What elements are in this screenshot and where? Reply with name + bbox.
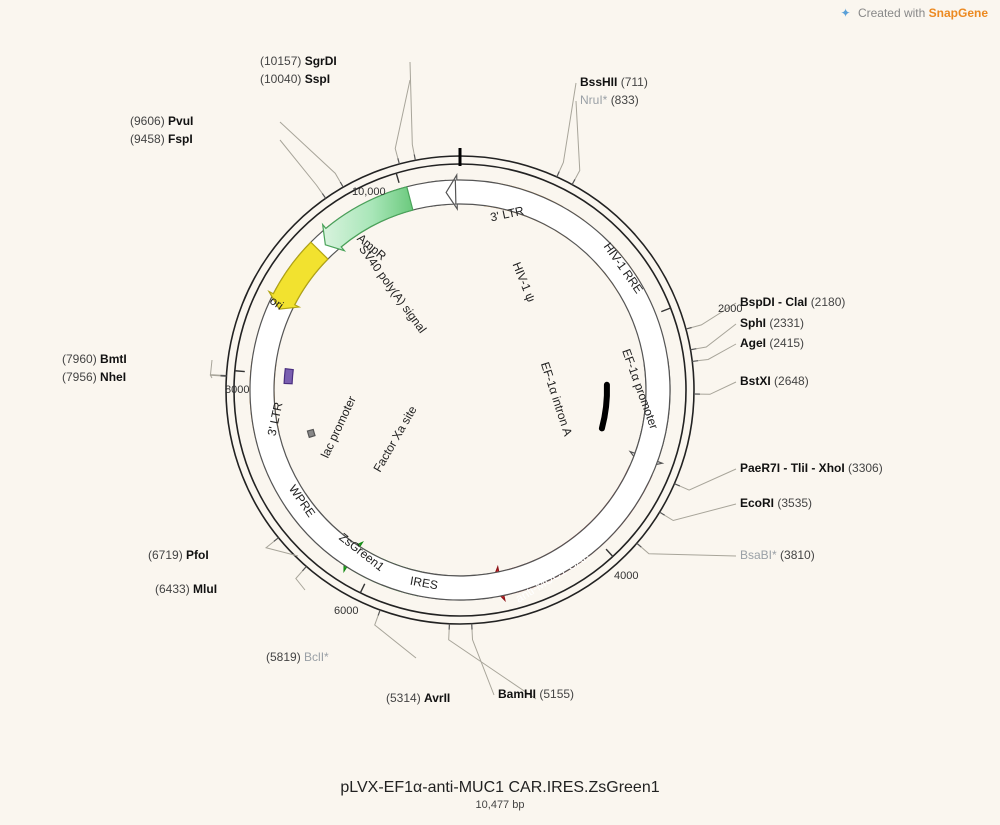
site-label: (6433) MluI: [155, 582, 217, 596]
site-label: (5819) BclI*: [266, 650, 329, 664]
site-label: (6719) PfoI: [148, 548, 209, 562]
feature-factorxa: [307, 429, 315, 437]
scale-label: 2000: [718, 303, 742, 315]
plasmid-title: pLVX-EF1α-anti-MUC1 CAR.IRES.ZsGreen1 10…: [0, 779, 1000, 811]
site-label: AgeI (2415): [740, 336, 804, 350]
plasmid-size: 10,477 bp: [0, 799, 1000, 811]
site-label: (9606) PvuI: [130, 114, 193, 128]
site-label: (7956) NheI: [62, 370, 126, 384]
site-label: BamHI (5155): [498, 687, 574, 701]
site-label: BspDI - ClaI (2180): [740, 295, 845, 309]
site-label: (9458) FspI: [130, 132, 193, 146]
plasmid-name: pLVX-EF1α-anti-MUC1 CAR.IRES.ZsGreen1: [340, 779, 659, 796]
scale-label: 4000: [614, 570, 638, 582]
scale-label: 10,000: [352, 186, 386, 198]
scale-label: 6000: [334, 605, 358, 617]
site-label: (10040) SspI: [260, 72, 330, 86]
feature-lacp: [284, 369, 293, 384]
site-label: NruI* (833): [580, 93, 639, 107]
site-label: EcoRI (3535): [740, 496, 812, 510]
site-label: BsaBI* (3810): [740, 548, 815, 562]
site-label: PaeR7I - TliI - XhoI (3306): [740, 461, 883, 475]
site-label: SphI (2331): [740, 316, 804, 330]
site-label: (5314) AvrII: [386, 691, 450, 705]
site-label: BstXI (2648): [740, 374, 809, 388]
site-label: BssHII (711): [580, 75, 648, 89]
site-label: (10157) SgrDI: [260, 54, 337, 68]
site-label: (7960) BmtI: [62, 352, 127, 366]
scale-label: 8000: [225, 384, 249, 396]
